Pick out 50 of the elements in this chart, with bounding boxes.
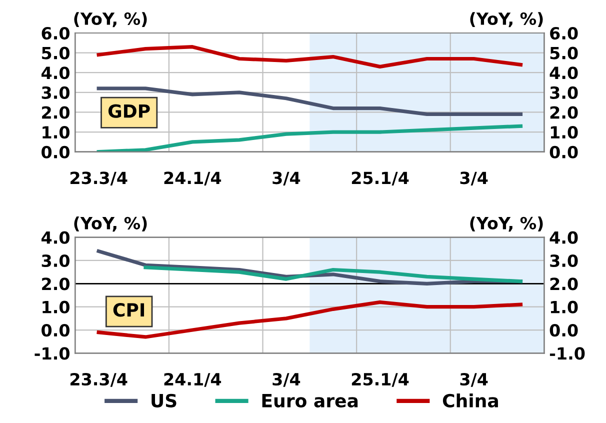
y-tick-label: 1.0 bbox=[42, 300, 70, 314]
y2-tick-label: 2.0 bbox=[550, 106, 578, 119]
x-tick-label: 23.3/4 bbox=[70, 172, 128, 186]
y2-tick-label: 6.0 bbox=[550, 26, 578, 40]
y-tick-label: 0.0 bbox=[42, 324, 70, 337]
y-tick-label: 4.0 bbox=[42, 231, 70, 244]
y2-axis-title: (YoY, %) bbox=[470, 12, 543, 28]
y-tick-label: 0.0 bbox=[42, 146, 70, 158]
y2-tick-label: 3.0 bbox=[550, 86, 578, 99]
annotation: CPI bbox=[113, 303, 144, 317]
y2-tick-label: 2.0 bbox=[550, 278, 578, 290]
y-tick-label: 3.0 bbox=[42, 254, 70, 268]
y2-tick-label: 0.0 bbox=[550, 146, 578, 158]
line-series bbox=[96, 300, 523, 339]
y-tick-label: 2.0 bbox=[42, 106, 70, 119]
y2-axis-title: (YoY, %) bbox=[470, 216, 543, 232]
y-tick-label: 5.0 bbox=[42, 46, 70, 60]
x-tick-label: 25.1/4 bbox=[352, 172, 409, 186]
y2-tick-label: 1.0 bbox=[550, 300, 578, 314]
y-axis-title: (YoY, %) bbox=[74, 216, 147, 232]
x-tick-label: 23.3/4 bbox=[70, 372, 128, 387]
annotation: GDP bbox=[108, 104, 150, 118]
y-tick-label: 6.0 bbox=[42, 26, 70, 40]
x-tick-label: 25.1/4 bbox=[352, 372, 409, 387]
line-series bbox=[144, 266, 523, 284]
x-tick-label: 3/4 bbox=[460, 372, 488, 387]
y2-tick-label: 3.0 bbox=[550, 254, 578, 268]
legend-label: Euro area bbox=[262, 394, 358, 408]
x-tick-label: 3/4 bbox=[460, 172, 488, 186]
y2-tick-label: 1.0 bbox=[550, 126, 578, 139]
legend-label: China bbox=[442, 394, 498, 408]
line-series bbox=[96, 45, 523, 68]
y-tick-label: 1.0 bbox=[42, 126, 70, 139]
y2-tick-label: -1.0 bbox=[550, 347, 585, 360]
y2-tick-label: 4.0 bbox=[550, 66, 578, 80]
x-tick-label: 24.1/4 bbox=[164, 172, 222, 186]
y2-tick-label: 4.0 bbox=[550, 231, 578, 244]
line-series bbox=[96, 86, 523, 116]
y2-tick-label: 0.0 bbox=[550, 324, 578, 337]
y-tick-label: 4.0 bbox=[42, 66, 70, 80]
y-axis-title: (YoY, %) bbox=[74, 12, 147, 28]
y-tick-label: 3.0 bbox=[42, 86, 70, 99]
x-tick-label: 3/4 bbox=[272, 172, 300, 186]
x-tick-label: 24.1/4 bbox=[164, 372, 222, 387]
x-tick-label: 3/4 bbox=[272, 372, 300, 387]
y-tick-label: 2.0 bbox=[42, 278, 70, 290]
line-series bbox=[96, 124, 523, 152]
y-tick-label: -1.0 bbox=[34, 347, 70, 360]
y2-tick-label: 5.0 bbox=[550, 46, 578, 60]
legend-label: US bbox=[152, 394, 176, 408]
